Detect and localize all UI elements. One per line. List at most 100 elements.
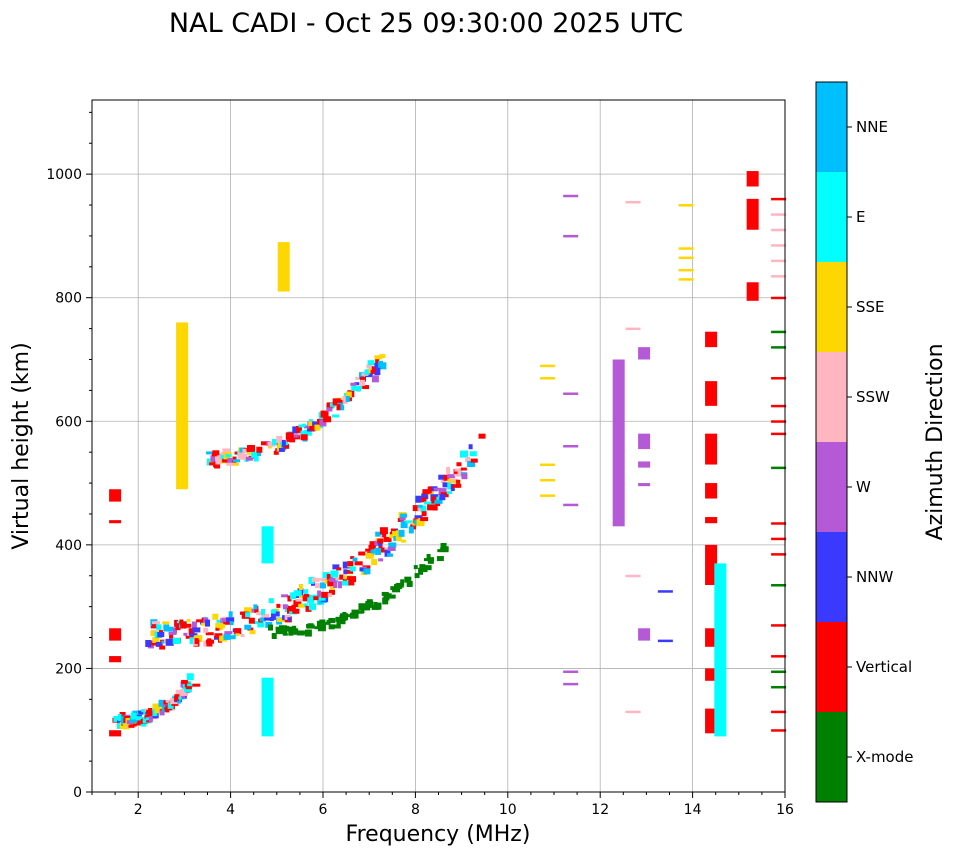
echo-point xyxy=(328,624,335,630)
echo-dashes xyxy=(540,194,787,732)
echo-columns xyxy=(109,171,759,737)
echo-point xyxy=(431,496,437,504)
echo-point xyxy=(421,565,428,573)
echo-point xyxy=(345,395,350,402)
echo-point xyxy=(332,564,340,570)
echo-point xyxy=(292,608,300,614)
echo-point xyxy=(186,673,194,681)
echo-point xyxy=(215,627,220,631)
echo-column xyxy=(109,489,122,502)
echo-point xyxy=(332,414,340,418)
echo-point xyxy=(309,425,317,431)
colorbar-tick-label: Vertical xyxy=(856,658,912,676)
echo-point xyxy=(363,605,369,609)
echo-point xyxy=(408,526,414,534)
echo-point xyxy=(305,605,312,612)
echo-point xyxy=(113,715,119,722)
echo-point xyxy=(289,432,297,436)
y-tick-label: 600 xyxy=(55,414,82,430)
colorbar-swatch xyxy=(816,172,847,262)
echo-point xyxy=(194,638,199,645)
echo-point xyxy=(271,633,277,640)
echo-point xyxy=(282,632,288,636)
echo-point xyxy=(308,576,315,584)
echo-dash xyxy=(771,377,787,380)
echo-point xyxy=(310,624,315,628)
echo-point xyxy=(254,605,259,613)
echo-point xyxy=(354,561,363,566)
echo-point xyxy=(245,612,251,618)
echo-point xyxy=(249,630,256,635)
echo-point xyxy=(351,576,357,583)
echo-dash xyxy=(771,522,787,525)
echo-column xyxy=(612,359,625,527)
echo-point xyxy=(282,615,287,621)
echo-point xyxy=(427,504,436,511)
echo-column xyxy=(638,433,651,450)
echo-point xyxy=(365,548,373,552)
echo-dash xyxy=(625,327,641,331)
echo-column xyxy=(746,282,759,301)
echo-point xyxy=(326,573,333,581)
echo-point xyxy=(215,453,224,460)
echo-point xyxy=(135,712,142,720)
echo-point xyxy=(392,530,400,538)
echo-dash xyxy=(771,213,787,216)
echo-point xyxy=(302,631,307,635)
echo-point xyxy=(298,595,303,599)
echo-point xyxy=(121,715,126,720)
colorbar-tick-label: NNE xyxy=(856,118,888,136)
echo-point xyxy=(374,355,383,360)
echo-dash xyxy=(678,256,694,260)
echo-point xyxy=(312,421,318,425)
echo-point xyxy=(155,641,163,647)
echo-point xyxy=(179,619,184,625)
echo-point xyxy=(261,609,266,616)
echo-point xyxy=(295,598,302,602)
echo-point xyxy=(436,556,444,562)
echo-point xyxy=(412,505,419,512)
echo-point xyxy=(377,547,385,553)
echo-dash xyxy=(678,247,694,250)
echo-point xyxy=(478,433,486,439)
echo-point xyxy=(224,631,233,635)
echo-dash xyxy=(771,655,787,658)
echo-point xyxy=(229,635,236,640)
echo-column xyxy=(705,433,718,465)
echo-column xyxy=(714,563,727,737)
echo-point xyxy=(152,636,160,643)
echo-point xyxy=(191,621,197,629)
echo-point xyxy=(420,517,429,522)
echo-column xyxy=(638,347,651,360)
echo-point xyxy=(399,516,406,521)
echo-point xyxy=(248,617,255,624)
echo-dash xyxy=(625,574,641,578)
echo-point xyxy=(328,617,336,623)
echo-point xyxy=(375,531,384,537)
echo-dash xyxy=(540,463,556,467)
echo-point xyxy=(447,482,452,490)
echo-point xyxy=(349,566,356,572)
x-tick-label: 6 xyxy=(319,802,328,818)
echo-point xyxy=(347,576,352,581)
echo-point xyxy=(177,698,182,704)
echo-point xyxy=(216,619,223,623)
echo-point xyxy=(379,354,386,359)
echo-point xyxy=(156,624,162,631)
echo-point xyxy=(367,360,375,366)
echo-point xyxy=(446,491,452,495)
plot-frame xyxy=(91,99,786,793)
echo-point xyxy=(416,519,425,527)
echo-point xyxy=(342,396,347,404)
echo-point xyxy=(222,448,231,455)
echo-point xyxy=(172,638,181,645)
echo-dash xyxy=(771,537,787,541)
echo-point xyxy=(226,462,234,466)
echo-point xyxy=(196,619,203,623)
echo-point xyxy=(323,621,331,625)
echo-point xyxy=(165,699,170,703)
echo-point xyxy=(201,622,209,626)
echo-column xyxy=(109,730,122,737)
echo-point xyxy=(287,617,292,622)
echo-point xyxy=(307,597,315,604)
